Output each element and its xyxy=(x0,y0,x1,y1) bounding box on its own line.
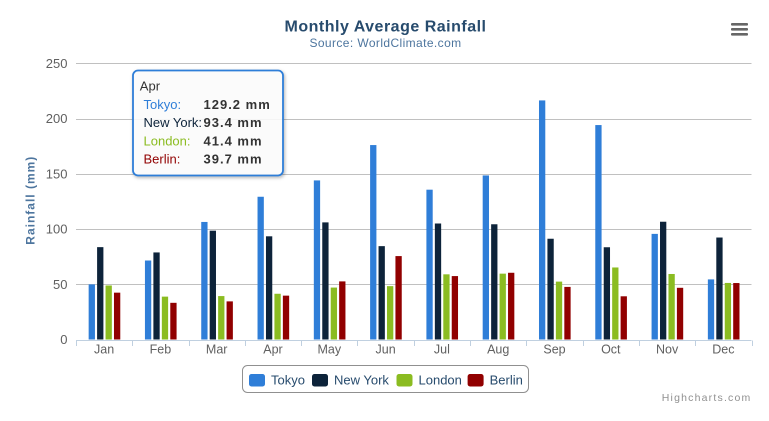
svg-text:0: 0 xyxy=(60,332,67,347)
svg-text:Tokyo: Tokyo xyxy=(271,372,305,387)
svg-text:Feb: Feb xyxy=(150,343,172,357)
svg-text:New York: New York xyxy=(334,372,389,387)
svg-text:Highcharts.com: Highcharts.com xyxy=(662,392,752,404)
svg-text:129.2 mm: 129.2 mm xyxy=(204,97,271,112)
svg-text:Sep: Sep xyxy=(543,343,565,357)
svg-text:41.4 mm: 41.4 mm xyxy=(204,133,263,148)
svg-text:Tokyo:: Tokyo: xyxy=(144,97,182,112)
svg-text:New York:: New York: xyxy=(144,115,203,130)
svg-text:250: 250 xyxy=(46,56,68,71)
svg-text:50: 50 xyxy=(53,277,67,292)
svg-text:Apr: Apr xyxy=(263,343,282,357)
svg-text:Aug: Aug xyxy=(487,343,509,357)
svg-text:Berlin:: Berlin: xyxy=(144,152,181,167)
svg-text:Apr: Apr xyxy=(140,78,161,93)
svg-text:93.4 mm: 93.4 mm xyxy=(204,115,263,130)
svg-text:Nov: Nov xyxy=(656,343,679,357)
svg-text:Oct: Oct xyxy=(601,343,621,357)
svg-text:100: 100 xyxy=(46,222,68,237)
svg-text:Monthly Average Rainfall: Monthly Average Rainfall xyxy=(285,19,487,36)
svg-text:Jan: Jan xyxy=(94,343,114,357)
svg-text:Berlin: Berlin xyxy=(490,372,523,387)
svg-text:150: 150 xyxy=(46,166,68,181)
svg-text:Rainfall (mm): Rainfall (mm) xyxy=(23,156,37,245)
svg-text:Source: WorldClimate.com: Source: WorldClimate.com xyxy=(309,36,461,50)
svg-text:Jun: Jun xyxy=(376,343,396,357)
svg-text:Jul: Jul xyxy=(434,343,450,357)
svg-text:200: 200 xyxy=(46,111,68,126)
svg-text:39.7 mm: 39.7 mm xyxy=(204,152,263,167)
svg-text:Dec: Dec xyxy=(712,343,734,357)
svg-text:London: London xyxy=(419,372,462,387)
svg-text:London:: London: xyxy=(144,133,191,148)
svg-text:May: May xyxy=(317,343,341,357)
svg-text:Mar: Mar xyxy=(206,343,228,357)
